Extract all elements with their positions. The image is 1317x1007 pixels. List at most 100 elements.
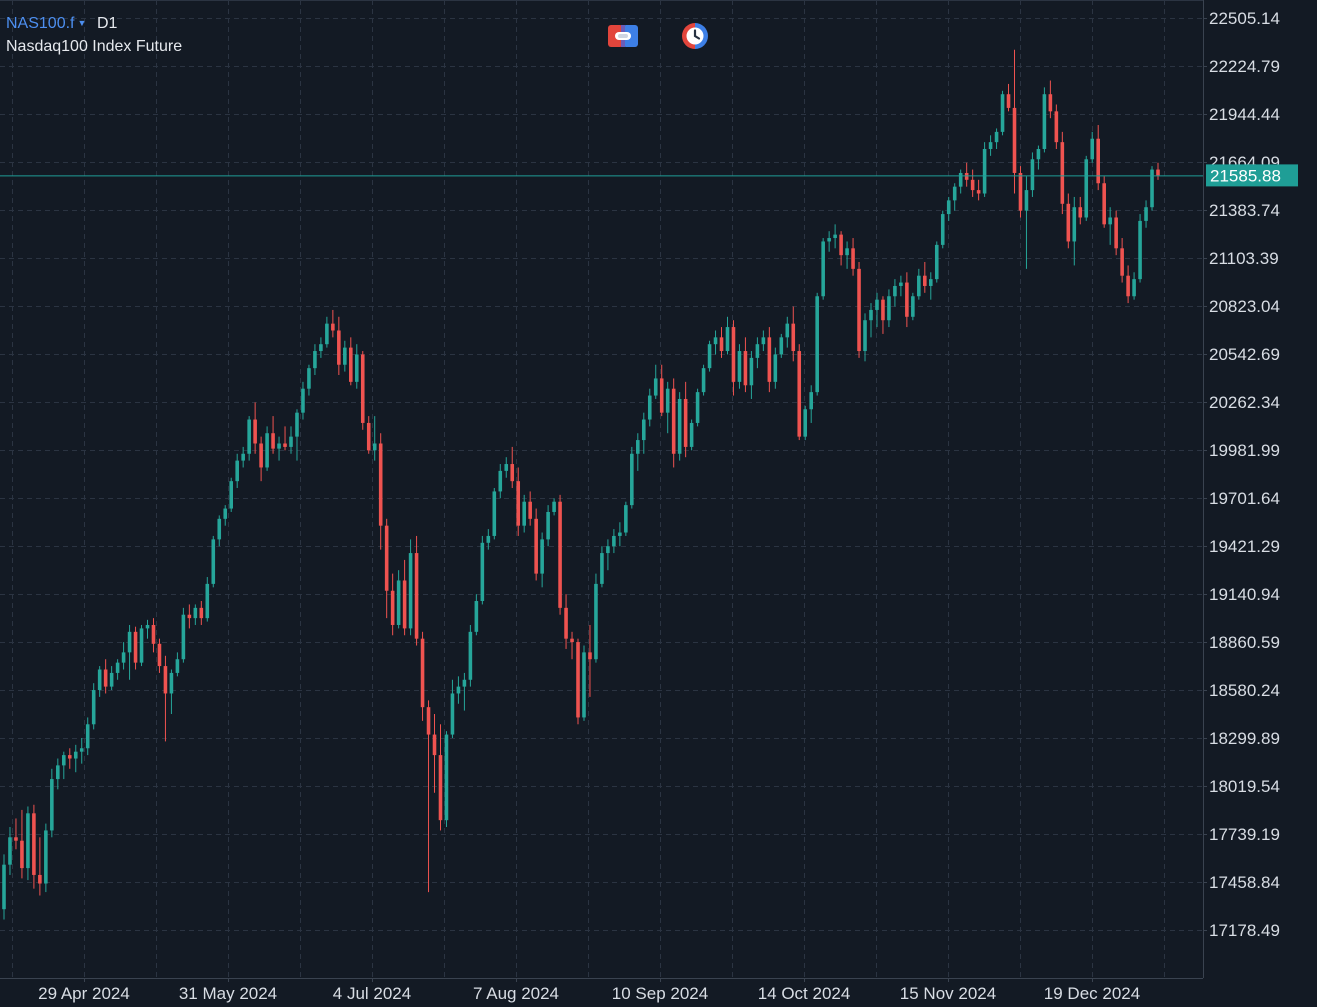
candle-body bbox=[1138, 220, 1142, 280]
candle bbox=[516, 467, 521, 536]
candle bbox=[157, 638, 162, 673]
one-click-trading-button[interactable] bbox=[608, 22, 638, 50]
candle-body bbox=[1054, 111, 1059, 143]
candle-body bbox=[988, 142, 993, 150]
candle bbox=[229, 477, 234, 512]
y-tick-label: 20823.04 bbox=[1209, 297, 1280, 316]
candle-body bbox=[863, 320, 867, 352]
candle bbox=[773, 347, 778, 389]
candle-body bbox=[492, 491, 497, 536]
candle-body bbox=[378, 443, 383, 526]
candle bbox=[630, 446, 634, 509]
candle bbox=[420, 631, 425, 721]
candle-body bbox=[755, 344, 760, 358]
candle bbox=[821, 238, 825, 300]
candle-body bbox=[480, 542, 485, 602]
candle-body bbox=[223, 508, 228, 519]
candle-body bbox=[881, 299, 885, 321]
x-tick-label: 4 Jul 2024 bbox=[333, 984, 411, 1003]
candle bbox=[259, 436, 263, 482]
candle bbox=[863, 313, 867, 362]
candle bbox=[976, 179, 981, 201]
candle bbox=[899, 275, 903, 297]
candle bbox=[845, 241, 849, 269]
candle-body bbox=[235, 460, 239, 482]
candle-body bbox=[127, 631, 132, 653]
candle-body bbox=[193, 607, 198, 619]
candle-body bbox=[390, 590, 395, 625]
candle-body bbox=[1078, 207, 1083, 218]
candle bbox=[366, 416, 371, 454]
candle bbox=[1048, 80, 1053, 119]
timeframe-label[interactable]: D1 bbox=[97, 15, 118, 32]
candle-body bbox=[618, 532, 622, 536]
candle-body bbox=[44, 830, 48, 884]
candle bbox=[91, 683, 96, 730]
chevron-down-icon: ▼ bbox=[77, 18, 87, 28]
candle bbox=[689, 419, 694, 451]
symbol-selector[interactable]: NAS100.f ▼ bbox=[6, 15, 86, 33]
candle bbox=[133, 626, 138, 670]
candle-body bbox=[26, 813, 30, 869]
candle bbox=[833, 224, 837, 249]
candle bbox=[803, 405, 808, 441]
candle bbox=[331, 309, 335, 338]
candle bbox=[456, 676, 461, 704]
candle bbox=[235, 453, 239, 489]
candle-body bbox=[671, 388, 676, 454]
candle bbox=[181, 607, 186, 663]
x-tick-label: 7 Aug 2024 bbox=[473, 984, 559, 1003]
y-tick-label: 20542.69 bbox=[1209, 345, 1280, 364]
candle bbox=[438, 724, 443, 831]
candle bbox=[1000, 90, 1005, 136]
candle bbox=[283, 426, 287, 451]
candle bbox=[725, 316, 730, 355]
candle bbox=[875, 292, 879, 328]
candle bbox=[50, 768, 54, 838]
candle bbox=[61, 751, 66, 780]
candle-body bbox=[205, 583, 210, 619]
candle-body bbox=[504, 464, 509, 471]
candle bbox=[851, 238, 855, 276]
x-tick-label: 31 May 2024 bbox=[179, 984, 277, 1003]
candle bbox=[217, 515, 222, 547]
candle bbox=[540, 532, 544, 588]
candle bbox=[701, 364, 706, 396]
candle-body bbox=[420, 638, 425, 708]
candle-body bbox=[103, 669, 108, 687]
history-button[interactable] bbox=[680, 22, 710, 50]
candle bbox=[79, 737, 84, 764]
candle-body bbox=[241, 453, 245, 461]
candle-body bbox=[707, 344, 712, 369]
candle bbox=[1066, 193, 1071, 249]
candle-body bbox=[911, 296, 915, 317]
candle-body bbox=[414, 553, 419, 639]
candle-body bbox=[139, 628, 144, 663]
symbol-description: Nasdaq100 Index Future bbox=[6, 38, 183, 55]
candle-body bbox=[1108, 217, 1112, 225]
candle bbox=[964, 162, 969, 187]
candle bbox=[1126, 265, 1130, 304]
candle-body bbox=[456, 686, 461, 694]
candle-body bbox=[265, 433, 269, 468]
current-price-layer: 21585.88 bbox=[0, 164, 1298, 187]
y-tick-label: 18860.59 bbox=[1209, 633, 1280, 652]
candle bbox=[881, 296, 885, 334]
candle-body bbox=[779, 337, 784, 355]
candle-body bbox=[982, 149, 987, 194]
candle bbox=[1084, 155, 1089, 221]
candle-body bbox=[277, 443, 281, 449]
y-tick-label: 19981.99 bbox=[1209, 441, 1280, 460]
candle bbox=[313, 344, 317, 376]
candle-body bbox=[552, 501, 556, 512]
candle bbox=[671, 378, 676, 468]
candle-body bbox=[56, 765, 60, 780]
candle-body bbox=[8, 837, 12, 865]
candle-body bbox=[570, 638, 574, 643]
candle bbox=[988, 135, 993, 156]
candle bbox=[1012, 49, 1017, 194]
candle bbox=[468, 624, 473, 687]
candle bbox=[797, 344, 802, 441]
